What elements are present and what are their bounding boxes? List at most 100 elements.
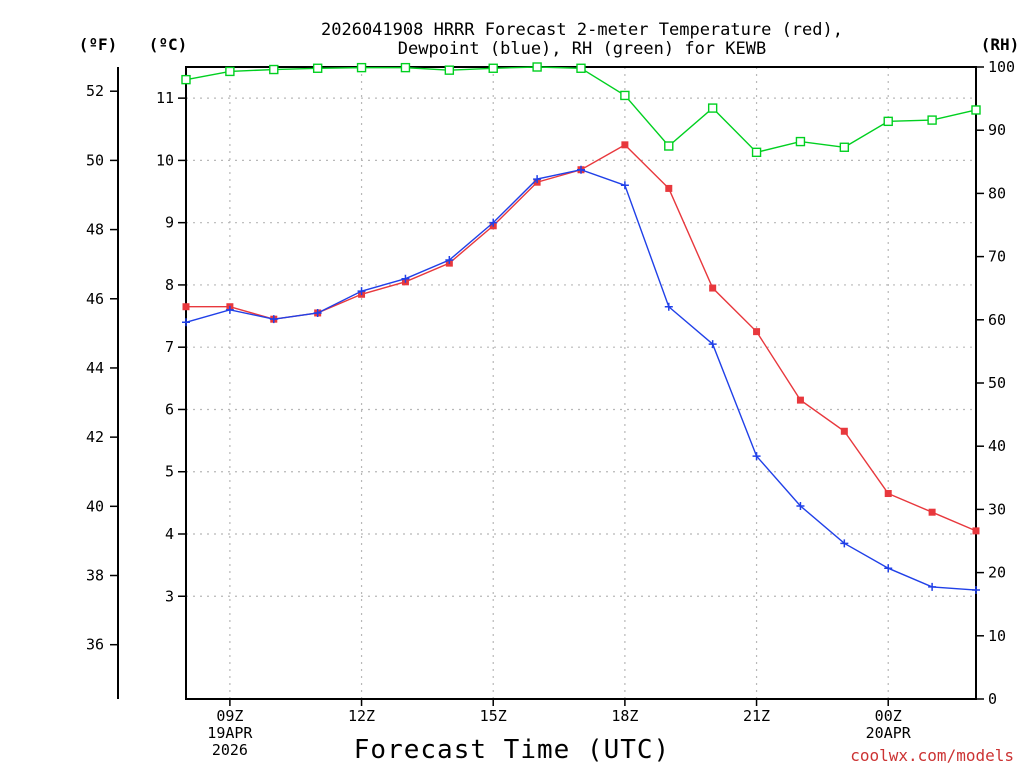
time-tick-label: 18Z (611, 707, 638, 725)
celsius-axis-ticks: 3 4 5 6 7 8 9 10 11 (156, 89, 186, 605)
dewpoint-point (796, 501, 805, 510)
time-tick-label: 15Z (480, 707, 507, 725)
time-tick-label: 21Z (743, 707, 770, 725)
rh-point (225, 66, 235, 77)
temperature-point (621, 141, 629, 149)
rh-point (795, 136, 806, 147)
celsius-tick-label: 5 (165, 463, 174, 481)
fahrenheit-tick-label: 44 (86, 359, 104, 377)
dewpoint-point (489, 218, 498, 227)
celsius-tick-label: 4 (165, 525, 174, 543)
credit-text: coolwx.com/models (850, 746, 1014, 765)
rh-axis-label: (RH) (981, 35, 1020, 54)
celsius-tick-label: 9 (165, 214, 174, 232)
series-line-dewpoint (185, 169, 977, 591)
fahrenheit-tick-label: 50 (86, 151, 104, 169)
rh-point (532, 62, 542, 72)
fahrenheit-axis-label: (ºF) (79, 35, 118, 54)
temperature-point (884, 490, 892, 498)
rh-point (400, 62, 411, 73)
rh-tick-label: 60 (988, 311, 1006, 329)
rh-point (751, 147, 762, 158)
rh-tick-label: 0 (988, 690, 997, 708)
plot-frame (185, 66, 977, 700)
rh-point (312, 63, 323, 73)
series-rh (181, 62, 981, 158)
rh-axis-ticks: 0 10 20 30 40 50 60 70 80 90 100 (976, 58, 1015, 708)
rh-tick-label: 10 (988, 627, 1006, 645)
dewpoint-point (752, 452, 761, 461)
rh-point (576, 63, 586, 73)
dewpoint-point (401, 274, 410, 283)
dewpoint-point (225, 305, 234, 314)
rh-tick-label: 80 (988, 184, 1006, 202)
dewpoint-point (269, 315, 278, 324)
temperature-point (665, 184, 673, 192)
fahrenheit-tick-label: 36 (86, 636, 104, 654)
rh-tick-label: 90 (988, 121, 1006, 139)
series-line-rh (185, 66, 977, 154)
rh-point (707, 103, 718, 113)
series-layer (181, 62, 981, 595)
rh-tick-label: 40 (988, 437, 1006, 455)
time-tick-label: 19APR (207, 724, 253, 742)
rh-point (927, 115, 937, 125)
series-temperature (182, 141, 980, 535)
x-axis-title: Forecast Time (UTC) (354, 735, 670, 765)
chart-title-line2: Dewpoint (blue), RH (green) for KEWB (398, 39, 766, 59)
fahrenheit-tick-label: 46 (86, 290, 104, 308)
dewpoint-point (445, 256, 454, 265)
celsius-tick-label: 11 (156, 89, 174, 107)
series-dewpoint (182, 165, 980, 595)
rh-point (971, 105, 981, 115)
temperature-point (182, 303, 190, 311)
time-tick-label: 09Z (216, 707, 243, 725)
rh-point (664, 141, 674, 151)
time-tick-label: 20APR (866, 724, 912, 742)
celsius-tick-label: 3 (165, 587, 174, 605)
temperature-point (753, 328, 761, 336)
rh-tick-label: 30 (988, 500, 1006, 518)
temperature-point (796, 396, 804, 404)
temperature-point (972, 527, 980, 535)
celsius-tick-label: 7 (165, 338, 174, 356)
dewpoint-point (972, 586, 980, 595)
dewpoint-point (182, 318, 190, 327)
dewpoint-point (577, 165, 585, 174)
rh-point (620, 90, 630, 101)
dewpoint-point (708, 340, 717, 349)
rh-point (883, 116, 893, 127)
time-tick-label: 2026 (212, 741, 248, 759)
dewpoint-point (313, 308, 322, 317)
dewpoint-point (884, 564, 893, 573)
dewpoint-point (664, 302, 673, 311)
rh-point (444, 65, 455, 75)
temperature-point (709, 284, 717, 292)
fahrenheit-tick-label: 38 (86, 567, 104, 585)
rh-point (356, 62, 367, 73)
celsius-axis-label: (ºC) (149, 35, 188, 54)
temperature-point (840, 427, 848, 435)
celsius-tick-label: 6 (165, 400, 174, 418)
fahrenheit-tick-label: 42 (86, 428, 104, 446)
rh-point (488, 63, 498, 73)
fahrenheit-tick-label: 52 (86, 82, 104, 100)
time-tick-label: 12Z (348, 707, 375, 725)
fahrenheit-tick-label: 40 (86, 497, 104, 515)
series-line-temperature (186, 143, 977, 532)
dewpoint-point (620, 181, 629, 190)
fahrenheit-axis-ticks: 36 38 40 42 44 46 48 50 52 (86, 82, 118, 654)
dewpoint-point (357, 287, 366, 296)
time-tick-label: 00Z (875, 707, 902, 725)
rh-tick-label: 100 (988, 58, 1015, 76)
temperature-point (928, 508, 936, 516)
dewpoint-point (840, 539, 849, 548)
dewpoint-point (928, 582, 937, 591)
dewpoint-point (533, 175, 542, 184)
fahrenheit-tick-label: 48 (86, 221, 104, 239)
rh-tick-label: 50 (988, 374, 1006, 392)
rh-tick-label: 70 (988, 248, 1006, 266)
celsius-tick-label: 8 (165, 276, 174, 294)
